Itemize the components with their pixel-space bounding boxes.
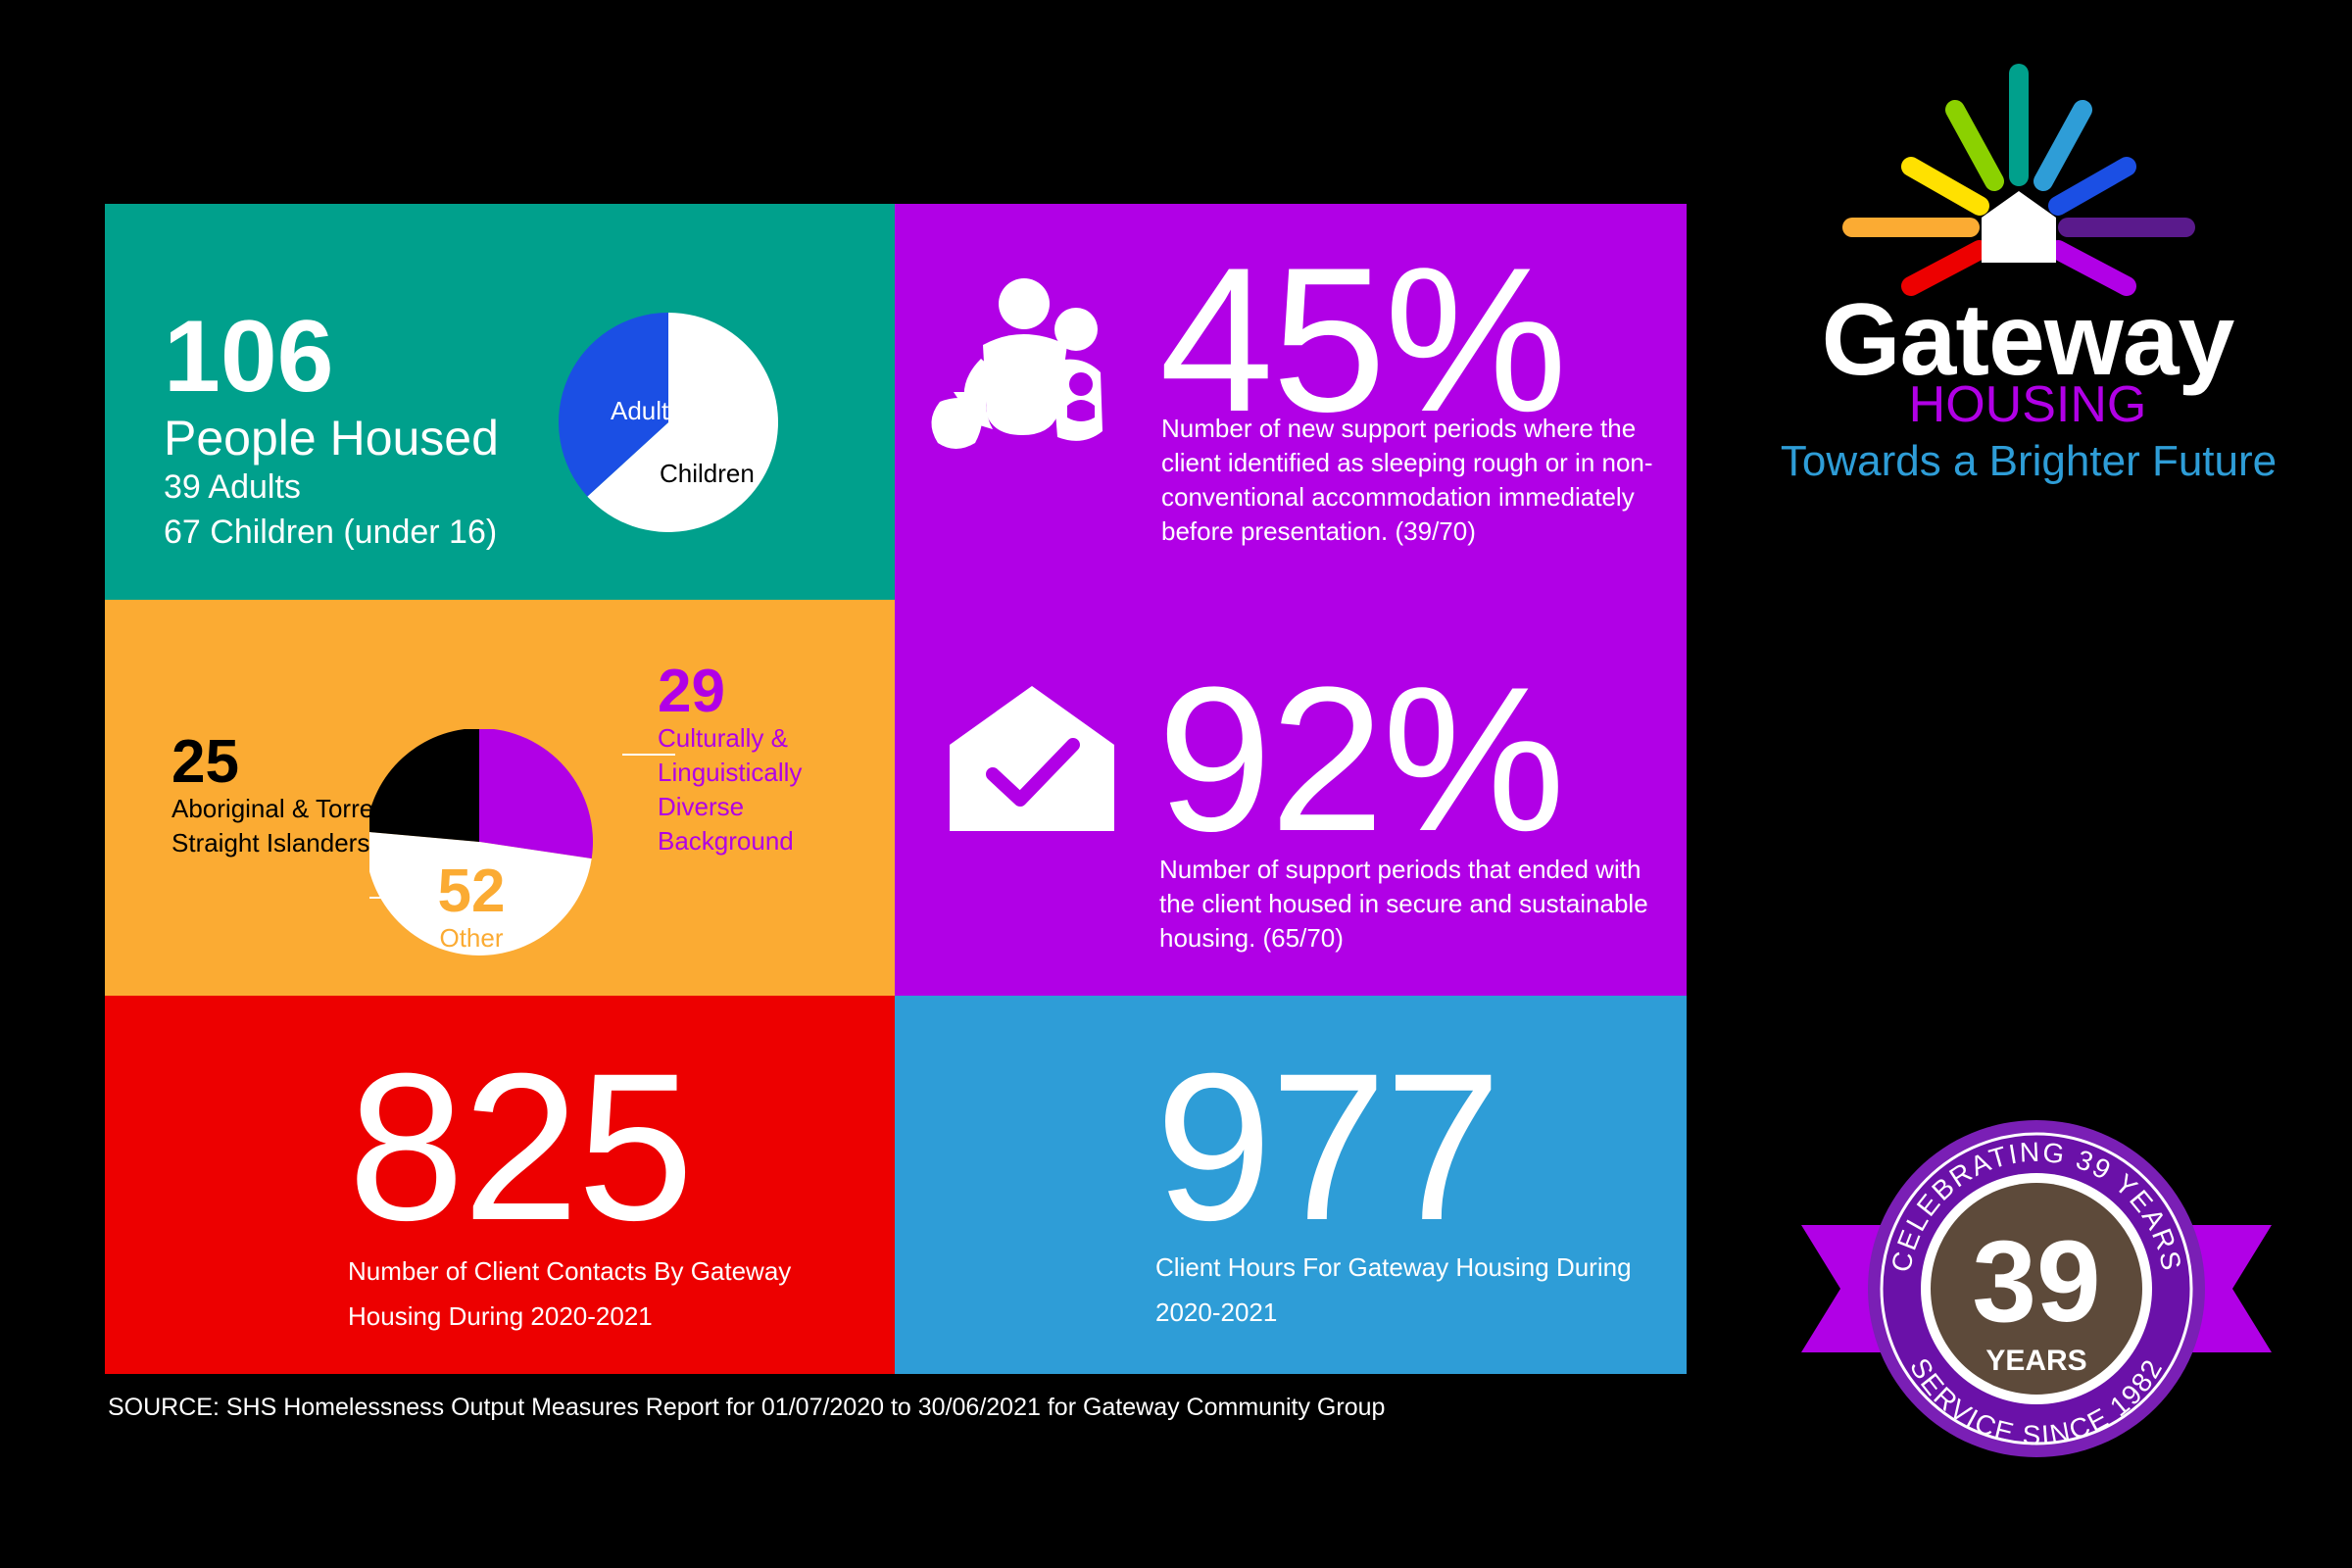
adults-children-pie: Adults Children [559, 313, 778, 532]
source-note: SOURCE: SHS Homelessness Output Measures… [108, 1394, 1386, 1421]
client-contacts-description: Number of Client Contacts By Gateway Hou… [348, 1256, 792, 1331]
atsi-label: Aboriginal & Torres Straight Islanders [172, 794, 387, 858]
other-count: 52 [438, 858, 506, 925]
client-contacts-count: 825 [348, 1030, 694, 1264]
badge-years-label: YEARS [1985, 1345, 2086, 1377]
diversity-panel: 25 Aboriginal & Torres Straight Islander… [105, 600, 895, 996]
pie-slice-other [369, 832, 592, 956]
cald-label: Culturally & Linguistically Diverse Back… [658, 723, 803, 856]
housed-count: 106 [164, 300, 334, 414]
atsi-count: 25 [172, 728, 239, 796]
logo-tagline: Towards a Brighter Future [1780, 437, 2278, 485]
pie-slice-children [587, 313, 778, 532]
housed-adults: 39 Adults [164, 468, 301, 506]
rough-sleeping-percent: 45% [1159, 224, 1567, 455]
client-hours-panel: 977 Client Hours For Gateway Housing Dur… [895, 996, 1687, 1374]
secure-housing-percent: 92% [1157, 644, 1565, 874]
pie-slice-adults [559, 313, 668, 497]
other-label: Other [439, 923, 503, 953]
client-hours-description: Client Hours For Gateway Housing During … [1155, 1252, 1632, 1327]
housed-children: 67 Children (under 16) [164, 514, 498, 551]
gateway-logo-icon [1842, 64, 2195, 296]
cald-count: 29 [658, 658, 725, 725]
pie-label-adults: Adults [611, 396, 681, 425]
house-check-icon [950, 686, 1114, 831]
pie-slice-culturally-linguistically-diverse-background [479, 729, 594, 859]
secure-housing-description: Number of support periods that ended wit… [1159, 855, 1648, 953]
pie-label-children: Children [660, 459, 755, 488]
rough-sleepers-icon [931, 278, 1102, 449]
anniversary-badge-seal: CELEBRATING 39 YEARS SERVICE SINCE 1982 … [1801, 1120, 2272, 1457]
client-hours-count: 977 [1155, 1030, 1501, 1264]
client-contacts-panel: 825 Number of Client Contacts By Gateway… [105, 996, 895, 1374]
pie-slice-aboriginal-torres-straight-islanders [369, 729, 479, 842]
people-housed-panel: 106 People Housed 39 Adults 67 Children … [105, 204, 895, 600]
housed-label: People Housed [164, 411, 499, 466]
outcomes-panel: 45% Number of new support periods where … [895, 204, 1687, 996]
rough-sleeping-description: Number of new support periods where the … [1161, 414, 1653, 546]
logo-wordmark: Gateway [1821, 283, 2235, 397]
badge-number: 39 [1972, 1217, 2100, 1347]
logo-housing-text: HOUSING [1908, 376, 2147, 433]
